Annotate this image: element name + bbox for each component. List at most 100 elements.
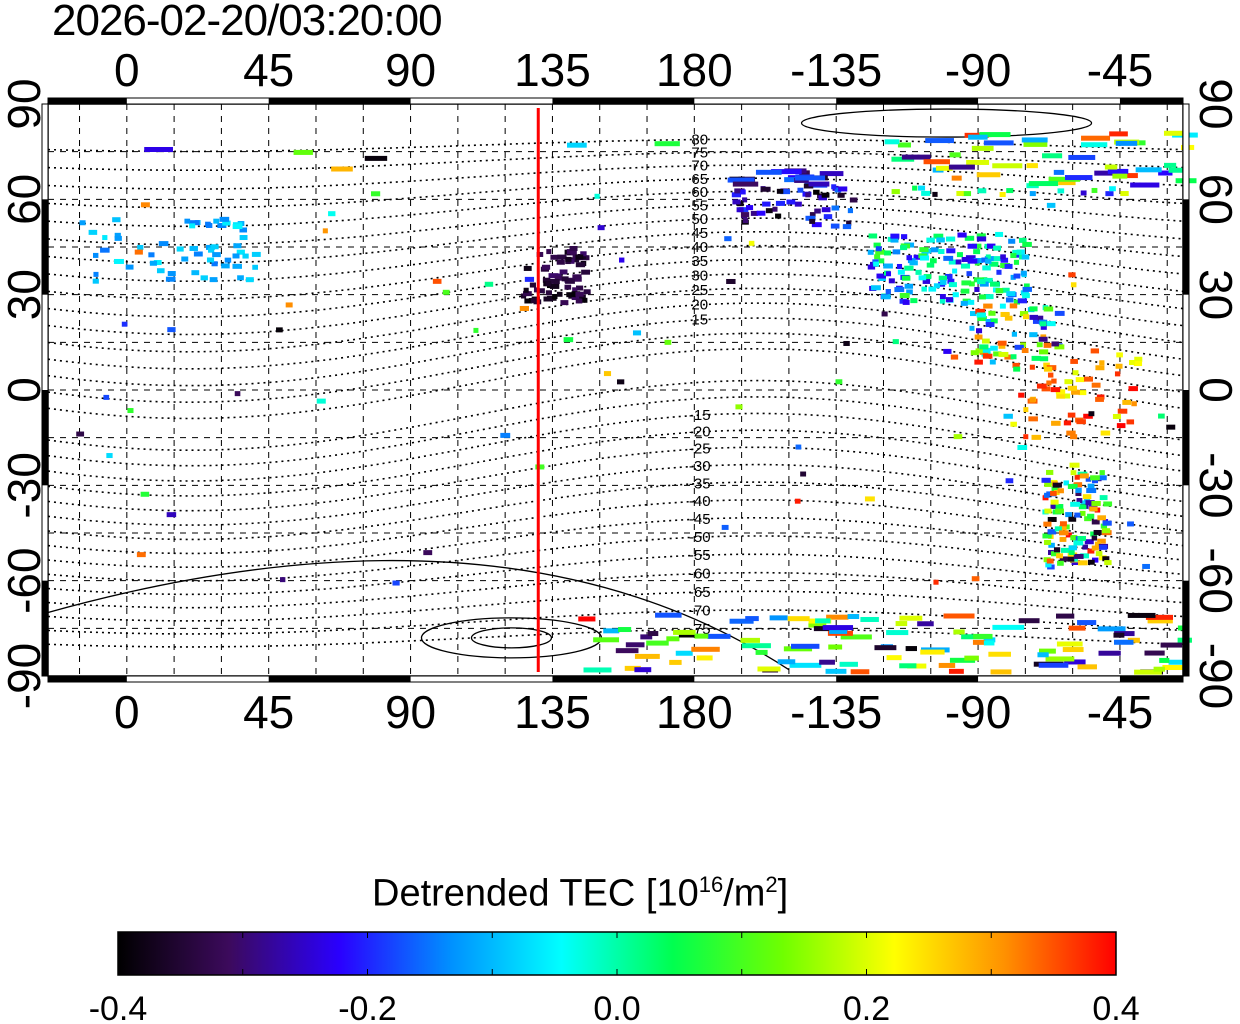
tec-data-point: [1055, 389, 1066, 395]
bottom-lon-label: 90: [385, 686, 436, 738]
tec-data-point: [721, 524, 729, 530]
tec-data-point: [1072, 370, 1079, 376]
tec-data-point: [822, 625, 854, 631]
colorbar: -0.4 -0.2 0.0 0.2 0.4: [89, 931, 1140, 1024]
tec-data-point: [184, 218, 191, 224]
tec-data-point: [542, 277, 551, 283]
tec-data-point: [902, 299, 910, 305]
tec-data-point: [910, 298, 918, 304]
tec-data-point: [724, 236, 732, 242]
tec-data-point: [808, 622, 827, 628]
tec-data-point: [523, 265, 532, 271]
bottom-lon-label: -45: [1087, 686, 1153, 738]
colorbar-scale: [117, 931, 1117, 976]
tec-data-point: [1043, 362, 1050, 368]
tec-data-point: [772, 206, 778, 212]
tec-data-point: [1037, 315, 1044, 321]
tec-data-point: [1068, 625, 1086, 631]
tec-data-point: [1051, 341, 1059, 347]
tec-data-point: [578, 616, 596, 622]
tec-data-point: [881, 311, 888, 317]
tec-data-point: [813, 626, 831, 632]
bottom-lon-label: -90: [945, 686, 1011, 738]
tec-data-point: [1048, 176, 1081, 182]
tec-data-point: [922, 278, 931, 284]
tec-data-point: [566, 292, 577, 298]
tec-data-point: [1005, 297, 1014, 303]
tec-data-point: [232, 224, 243, 230]
tec-data-point: [762, 201, 771, 207]
tec-data-point: [1010, 274, 1016, 280]
tec-data-point: [1087, 559, 1095, 565]
tec-data-point: [208, 247, 215, 253]
tec-data-point: [1085, 476, 1092, 482]
tec-data-point: [1037, 652, 1049, 658]
tec-data-point: [755, 169, 782, 175]
tec-data-point: [976, 236, 987, 242]
tec-data-point: [952, 292, 959, 298]
tec-data-point: [696, 655, 713, 661]
tec-data-point: [1075, 491, 1082, 497]
tec-data-point: [873, 242, 881, 248]
colorbar-tick-label: 0.4: [1092, 990, 1139, 1024]
left-lat-label: 60: [0, 174, 50, 225]
tec-data-point: [1094, 170, 1118, 176]
tec-data-point: [996, 269, 1002, 275]
tec-data-point: [731, 192, 742, 198]
tec-data-point: [156, 268, 165, 274]
tec-data-point: [984, 294, 994, 300]
tec-data-point: [891, 189, 900, 195]
tec-data-point: [678, 632, 696, 638]
tec-data-point: [597, 225, 605, 231]
contour-label: -55: [689, 547, 711, 564]
tec-data-point: [1002, 287, 1010, 293]
tec-data-point: [890, 237, 899, 243]
tec-data-point: [901, 275, 911, 281]
tec-data-point: [200, 275, 208, 281]
tec-data-point: [1059, 525, 1067, 531]
colorbar-title-main: Detrended TEC [10: [372, 872, 699, 915]
tec-data-point: [901, 154, 931, 160]
tec-data-point: [548, 273, 559, 279]
tec-data-point: [1080, 142, 1108, 148]
tec-data-point: [236, 249, 245, 255]
tec-data-point: [1087, 483, 1095, 489]
tec-data-point: [603, 628, 620, 634]
tec-data-point: [1041, 477, 1051, 483]
colorbar-title: Detrended TEC [1016/m2]: [372, 872, 788, 916]
tec-data-point: [106, 453, 113, 459]
tec-data-point: [835, 379, 843, 385]
tec-data-point: [1135, 167, 1162, 173]
tec-data-point: [972, 639, 986, 645]
tec-data-point: [981, 257, 988, 263]
tec-data-point: [1051, 486, 1060, 492]
contour-line: [47, 446, 1184, 512]
tec-data-point: [1050, 387, 1061, 393]
tec-data-point: [93, 252, 99, 258]
tec-data-point: [1022, 241, 1032, 247]
tec-data-point: [205, 221, 211, 227]
tec-data-point: [883, 263, 893, 269]
tec-data-point: [995, 231, 1004, 237]
tec-data-point: [921, 190, 931, 196]
tec-data-point: [864, 496, 875, 502]
axis-bar-segment: [836, 676, 979, 682]
tec-data-point: [371, 191, 381, 197]
tec-data-point: [960, 288, 970, 294]
tec-data-point: [279, 577, 286, 583]
tec-data-point: [1046, 202, 1056, 208]
tec-data-point: [1051, 420, 1061, 426]
tec-data-point: [967, 243, 977, 249]
tec-data-point: [140, 491, 150, 497]
tec-data-point: [1099, 360, 1105, 366]
tec-data-point: [1102, 556, 1110, 562]
tec-data-point: [1058, 530, 1069, 536]
tec-data-point: [926, 262, 935, 268]
tec-data-point: [1163, 130, 1190, 136]
tec-data-point: [955, 259, 962, 265]
tec-data-point: [990, 345, 998, 351]
tec-data-point: [1090, 475, 1100, 481]
tec-data-point: [1113, 632, 1125, 638]
tec-data-point: [213, 218, 220, 224]
tec-data-point: [1070, 535, 1076, 541]
